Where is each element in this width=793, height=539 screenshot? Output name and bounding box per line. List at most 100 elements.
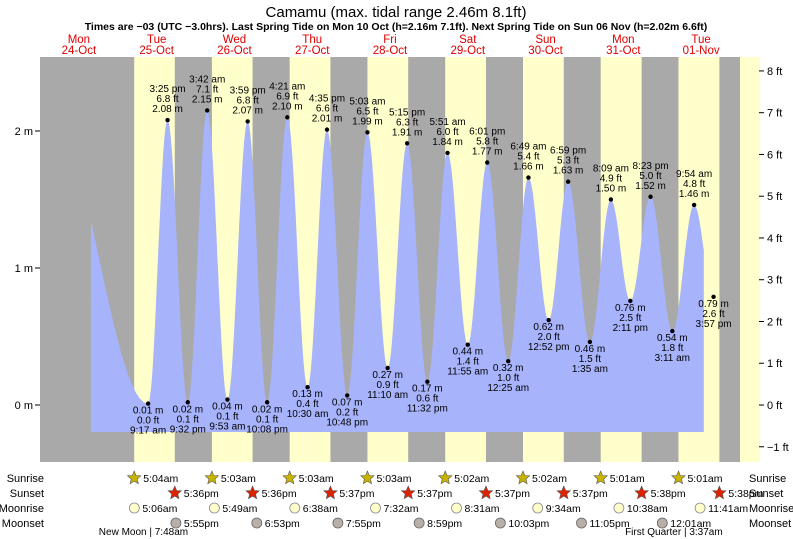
high-tide-label: 8:09 am4.9 ft1.50 m bbox=[593, 164, 629, 195]
moonrise-icon bbox=[289, 502, 301, 514]
tide-label-line: 6.5 ft bbox=[356, 106, 378, 117]
tide-point bbox=[185, 400, 190, 405]
tide-label-line: 11:32 pm bbox=[407, 404, 448, 415]
tide-label-line: 10:08 pm bbox=[246, 424, 288, 435]
right-tick-label: 7 ft bbox=[767, 108, 782, 120]
tide-label-line: 5.4 ft bbox=[517, 152, 539, 163]
tide-area bbox=[90, 110, 704, 433]
moonrise-icon bbox=[694, 502, 706, 514]
tide-label-line: 2:11 pm bbox=[613, 323, 648, 334]
moonset-time: 8:59pm bbox=[427, 518, 462, 530]
tide-label-line: 0.07 m bbox=[332, 397, 363, 408]
sunset-icon bbox=[556, 485, 572, 500]
row-label-left: Sunrise bbox=[7, 473, 44, 485]
tide-label-line: 6:59 pm bbox=[550, 146, 586, 157]
tide-label-line: 0.4 ft bbox=[296, 399, 318, 410]
row-label-right: Moonrise bbox=[749, 503, 793, 515]
right-tick-label: 2 ft bbox=[767, 316, 782, 328]
tide-label-line: 0.02 m bbox=[252, 404, 283, 415]
day-label-weekday: Mon bbox=[68, 34, 90, 46]
sunset-time: 5:37pm bbox=[417, 488, 452, 500]
tide-point bbox=[324, 127, 330, 132]
tide-label-line: 0.13 m bbox=[292, 389, 323, 400]
tide-point bbox=[225, 397, 230, 402]
sunrise-time: 5:01am bbox=[610, 473, 645, 485]
moonrise-time: 8:31am bbox=[465, 503, 500, 515]
tide-label-line: 12:25 am bbox=[487, 383, 529, 394]
tide-label-line: 6.8 ft bbox=[237, 95, 259, 106]
tide-label-line: 5.0 ft bbox=[639, 171, 661, 182]
sunset-icon bbox=[167, 485, 183, 500]
low-tide-label: 0.54 m1.8 ft3:11 am bbox=[655, 333, 690, 364]
sunset-icon bbox=[478, 485, 494, 500]
tide-label-line: 0.46 m bbox=[575, 344, 606, 355]
sunset-time: 5:37pm bbox=[573, 488, 608, 500]
tide-label-line: 2.15 m bbox=[192, 94, 223, 105]
tide-label-line: 8:23 pm bbox=[632, 161, 668, 172]
tide-label-line: 3:11 am bbox=[655, 353, 690, 364]
moonset-time: 5:55pm bbox=[184, 518, 219, 530]
tide-point bbox=[587, 339, 593, 345]
high-tide-label: 3:25 pm6.8 ft2.08 m bbox=[149, 84, 185, 115]
right-tick-label: 6 ft bbox=[767, 149, 782, 161]
moonset-time: 6:53pm bbox=[265, 518, 300, 530]
right-tick-label: 4 ft bbox=[767, 233, 782, 245]
sunrise-time: 5:03am bbox=[299, 473, 334, 485]
moonset-icon bbox=[576, 517, 587, 529]
moonrise-time: 7:32am bbox=[384, 503, 419, 515]
plot-area: Mon24-OctTue25-OctWed26-OctThu27-OctFri2… bbox=[15, 34, 789, 462]
tide-label-line: 11:55 am bbox=[447, 367, 488, 378]
tide-label-line: 0.6 ft bbox=[416, 394, 438, 405]
tide-point bbox=[628, 298, 633, 304]
tide-point bbox=[245, 119, 250, 124]
low-tide-label: 0.02 m0.1 ft9:32 pm bbox=[170, 404, 206, 435]
high-tide-label: 4:21 am6.9 ft2.10 m bbox=[269, 81, 305, 112]
day-label-weekday: Sat bbox=[459, 34, 477, 46]
sunrise-icon bbox=[126, 470, 142, 485]
high-tide-label: 5:03 am6.5 ft1.99 m bbox=[349, 96, 385, 127]
tide-point bbox=[365, 130, 370, 135]
moonrise-time: 5:49am bbox=[222, 503, 257, 515]
tide-point bbox=[205, 108, 210, 113]
row-label-left: Sunset bbox=[10, 488, 44, 500]
sunset-time: 5:36pm bbox=[184, 488, 219, 500]
sunset-time: 5:37pm bbox=[495, 488, 530, 500]
row-label-left: Moonset bbox=[2, 518, 44, 530]
tide-label-line: 6.8 ft bbox=[156, 94, 178, 105]
tide-point bbox=[264, 400, 270, 405]
day-label-weekday: Mon bbox=[612, 34, 634, 46]
right-tick-label: 5 ft bbox=[767, 191, 782, 203]
tide-label-line: 8:09 am bbox=[593, 164, 629, 175]
tide-label-line: 1.99 m bbox=[352, 116, 383, 127]
tide-label-line: 6:01 pm bbox=[469, 127, 505, 138]
tide-label-line: 1.50 m bbox=[596, 184, 627, 195]
right-tick-label: −1 ft bbox=[767, 442, 789, 454]
tide-label-line: 2.0 ft bbox=[538, 332, 560, 343]
tide-label-line: 1.77 m bbox=[472, 147, 503, 158]
tide-label-line: 10:48 pm bbox=[326, 417, 368, 428]
day-label-weekday: Tue bbox=[691, 34, 710, 46]
left-tick-label: 2 m bbox=[15, 126, 33, 138]
sunset-time: 5:38pm bbox=[651, 488, 686, 500]
tide-point bbox=[165, 117, 170, 123]
tide-point bbox=[691, 202, 697, 208]
tide-label-line: 2.10 m bbox=[272, 101, 303, 112]
tide-point bbox=[546, 317, 551, 323]
tide-label-line: 0.27 m bbox=[372, 370, 403, 381]
tide-label-line: 0.79 m bbox=[698, 299, 729, 310]
sunset-icon bbox=[400, 485, 416, 500]
sunset-icon bbox=[323, 485, 338, 500]
moonrise-time: 6:38am bbox=[303, 503, 338, 515]
day-label-date: 27-Oct bbox=[295, 45, 330, 57]
tide-point bbox=[445, 150, 450, 156]
moonset-icon bbox=[170, 517, 182, 529]
high-tide-label: 5:51 am6.0 ft1.84 m bbox=[429, 117, 465, 148]
tide-label-line: 5.8 ft bbox=[476, 137, 498, 148]
tide-label-line: 1.5 ft bbox=[579, 354, 601, 365]
